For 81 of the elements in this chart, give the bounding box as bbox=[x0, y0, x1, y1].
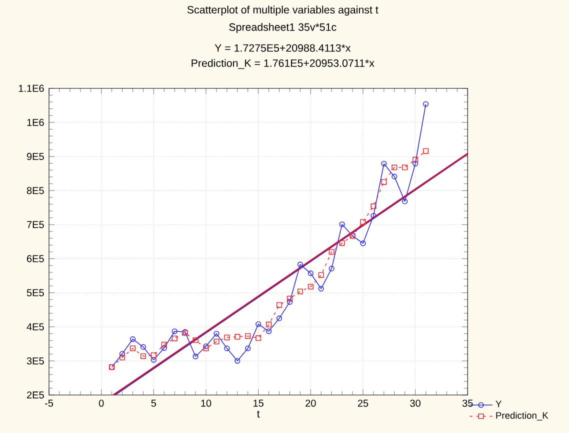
point bbox=[422, 148, 429, 154]
point bbox=[360, 219, 366, 225]
point bbox=[161, 342, 167, 348]
point bbox=[224, 346, 230, 352]
x-axis-title: t bbox=[257, 410, 260, 418]
point bbox=[412, 160, 418, 166]
point bbox=[392, 164, 398, 170]
point bbox=[370, 212, 376, 219]
text: Y = 1.7275E5+20988.4113*x bbox=[214, 44, 351, 52]
x-tick-label: 15 bbox=[254, 400, 264, 407]
point bbox=[339, 240, 345, 246]
point bbox=[130, 336, 136, 342]
point bbox=[245, 346, 251, 352]
point bbox=[192, 337, 198, 343]
chart-title: Scatterplot of multiple variables against t bbox=[187, 6, 378, 16]
point bbox=[392, 174, 398, 180]
point bbox=[412, 156, 418, 162]
point bbox=[381, 179, 387, 185]
point bbox=[119, 350, 126, 357]
point bbox=[256, 321, 262, 327]
point bbox=[172, 336, 178, 342]
point bbox=[297, 288, 303, 294]
point bbox=[266, 328, 272, 334]
x-tick-label: 10 bbox=[201, 400, 212, 407]
y-tick-label: 1.1E6 bbox=[18, 84, 44, 92]
point bbox=[318, 286, 324, 292]
point bbox=[224, 334, 230, 340]
y-tick-label: 3E5 bbox=[26, 357, 44, 364]
y-tick-label: 7E5 bbox=[27, 221, 44, 228]
point bbox=[286, 299, 293, 305]
point bbox=[339, 221, 345, 228]
point bbox=[140, 353, 146, 359]
y-tick-label: 4E5 bbox=[26, 323, 44, 330]
y-tick-label: 9E5 bbox=[26, 152, 44, 160]
point bbox=[119, 354, 126, 360]
point bbox=[370, 203, 376, 210]
point bbox=[192, 354, 198, 360]
point bbox=[214, 338, 220, 344]
chart-subtitle: Spreadsheet1 35v*51c bbox=[229, 23, 336, 33]
point bbox=[161, 345, 167, 351]
x-tick-label: 20 bbox=[306, 400, 316, 407]
point bbox=[203, 343, 209, 350]
point bbox=[328, 249, 334, 255]
point bbox=[234, 334, 240, 340]
x-tick-label: -5 bbox=[45, 400, 54, 407]
point bbox=[150, 352, 156, 358]
point bbox=[402, 164, 408, 170]
point bbox=[308, 270, 314, 276]
point bbox=[214, 330, 220, 336]
x-tick-label: 25 bbox=[358, 400, 368, 407]
point bbox=[203, 346, 209, 352]
point bbox=[256, 335, 262, 341]
y-tick-label: 6E5 bbox=[27, 255, 44, 262]
point bbox=[402, 198, 408, 204]
point bbox=[245, 333, 251, 339]
x-tick-label: 0 bbox=[98, 400, 104, 407]
legend-label: Y bbox=[496, 400, 502, 408]
point bbox=[276, 316, 282, 322]
point bbox=[308, 284, 314, 290]
point bbox=[276, 302, 282, 308]
point bbox=[140, 344, 146, 350]
y-tick-label: 1E6 bbox=[27, 118, 44, 126]
x-tick-label: 5 bbox=[151, 400, 156, 407]
y-tick-label: 8E5 bbox=[26, 187, 44, 194]
point bbox=[297, 262, 303, 268]
y-tick-label: 5E5 bbox=[26, 289, 44, 296]
text: Prediction_K = 1.761E5+20953.0711*x bbox=[192, 59, 374, 69]
point bbox=[234, 358, 240, 364]
legend-label: Prediction_K bbox=[496, 412, 548, 420]
y-tick-label: 2E5 bbox=[27, 391, 44, 399]
point bbox=[172, 328, 178, 334]
point bbox=[381, 160, 387, 166]
point bbox=[150, 357, 156, 363]
point bbox=[360, 240, 366, 246]
point bbox=[130, 346, 136, 352]
point bbox=[266, 322, 272, 328]
x-tick-label: 35 bbox=[462, 400, 473, 407]
point bbox=[318, 272, 324, 278]
x-tick-label: 30 bbox=[410, 400, 420, 407]
point bbox=[286, 296, 293, 302]
point bbox=[328, 266, 334, 272]
